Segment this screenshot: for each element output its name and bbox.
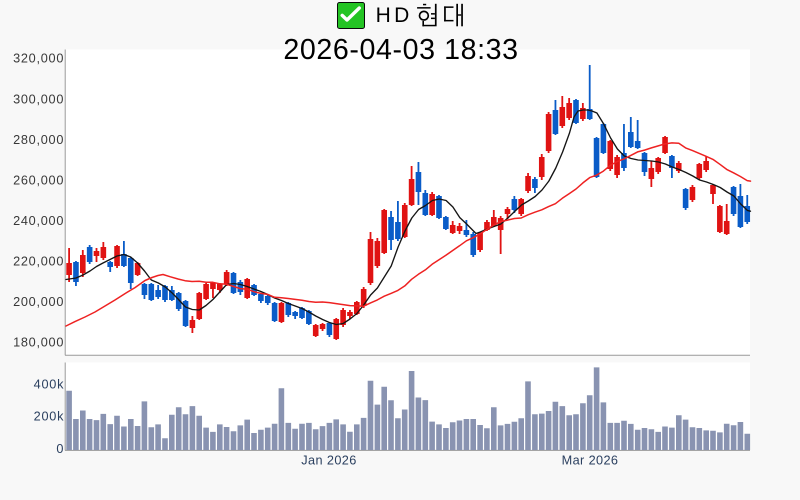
svg-text:Jan 2026: Jan 2026: [301, 454, 356, 468]
svg-text:200,000: 200,000: [13, 295, 64, 309]
svg-text:0: 0: [56, 442, 64, 456]
svg-text:300,000: 300,000: [13, 92, 64, 106]
svg-text:260,000: 260,000: [13, 173, 64, 187]
svg-text:240,000: 240,000: [13, 214, 64, 228]
svg-text:320,000: 320,000: [13, 52, 64, 66]
svg-text:Mar 2026: Mar 2026: [562, 454, 619, 468]
svg-text:280,000: 280,000: [13, 133, 64, 147]
svg-text:200k: 200k: [34, 410, 65, 424]
svg-text:400k: 400k: [34, 377, 65, 391]
svg-text:180,000: 180,000: [13, 336, 64, 350]
svg-text:220,000: 220,000: [13, 255, 64, 269]
